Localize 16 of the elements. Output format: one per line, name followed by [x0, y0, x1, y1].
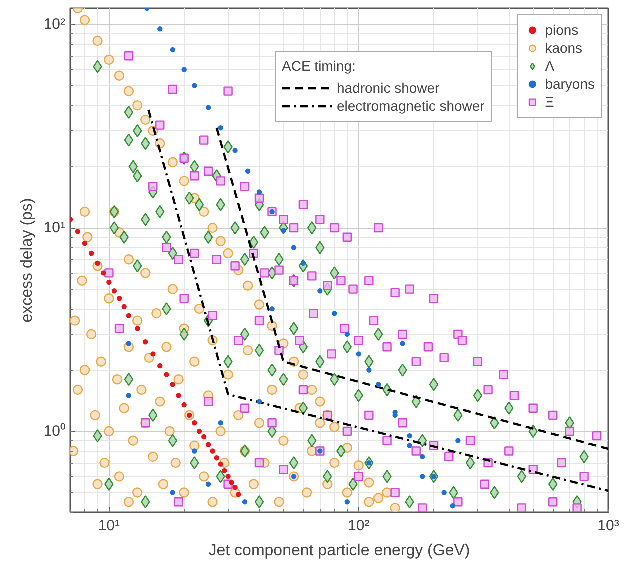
legend-label: Λ — [545, 57, 556, 75]
x-axis-title: Jet component particle energy (GeV) — [208, 542, 470, 560]
x-tick-label: 10¹ — [98, 518, 120, 534]
legend-title: ACE timing: — [282, 58, 357, 74]
legend-label: electromagnetic shower — [337, 97, 485, 115]
x-tick-label: 10² — [348, 518, 370, 534]
y-tick-label: 10² — [44, 16, 66, 34]
y-tick-label: 10⁰ — [44, 423, 66, 440]
y-axis-title: excess delay (ps) — [18, 198, 36, 323]
y-tick-label: 10¹ — [44, 220, 66, 237]
legend-label: kaons — [545, 39, 583, 57]
legend-label: pions — [545, 21, 579, 39]
legend-label: hadronic shower — [337, 79, 440, 97]
x-tick-label: 10³ — [598, 518, 620, 534]
legend-label: Ξ — [545, 93, 556, 111]
legend-label: baryons — [545, 75, 595, 93]
